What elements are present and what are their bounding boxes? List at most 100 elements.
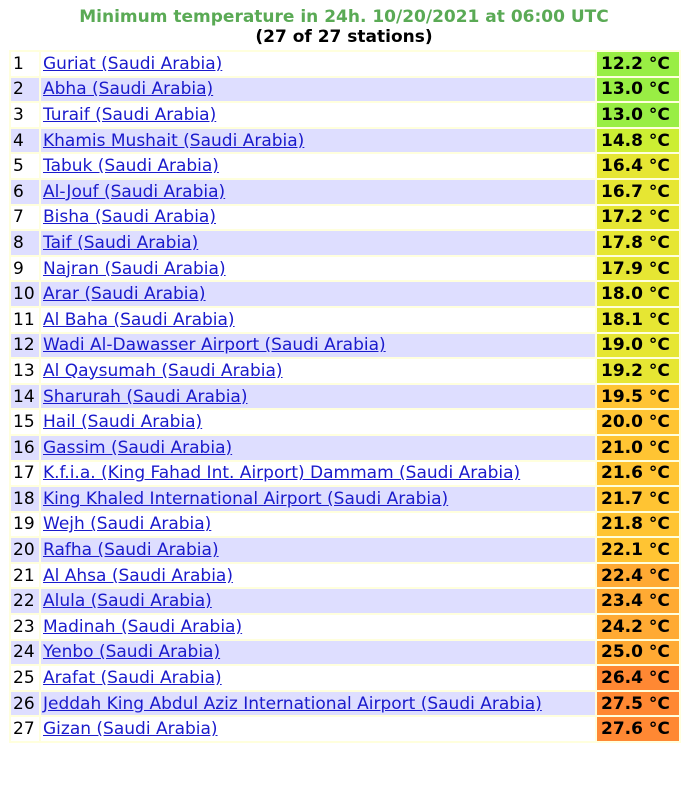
table-row: 25 Arafat (Saudi Arabia) 26.4 °C xyxy=(11,666,679,690)
temperature-value: 13.0 °C xyxy=(597,77,679,102)
temperature-value: 21.8 °C xyxy=(597,512,679,537)
station-cell: Rafha (Saudi Arabia) xyxy=(41,538,595,562)
station-link[interactable]: Al-Jouf (Saudi Arabia) xyxy=(43,181,226,202)
station-cell: Gizan (Saudi Arabia) xyxy=(41,717,595,742)
station-cell: King Khaled International Airport (Saudi… xyxy=(41,487,595,511)
table-row: 15 Hail (Saudi Arabia) 20.0 °C xyxy=(11,410,679,434)
station-cell: Abha (Saudi Arabia) xyxy=(41,77,595,102)
temperature-value: 21.0 °C xyxy=(597,435,679,460)
table-row: 24 Yenbo (Saudi Arabia) 25.0 °C xyxy=(11,640,679,665)
station-link[interactable]: Arafat (Saudi Arabia) xyxy=(43,668,222,689)
temperature-value: 17.9 °C xyxy=(597,256,679,281)
temperature-value: 21.6 °C xyxy=(597,461,679,486)
table-row: 20 Rafha (Saudi Arabia) 22.1 °C xyxy=(11,538,679,562)
rank: 21 xyxy=(11,563,39,588)
temperature-value: 21.7 °C xyxy=(597,487,679,511)
table-row: 12 Wadi Al-Dawasser Airport (Saudi Arabia… xyxy=(11,333,679,358)
station-cell: Jeddah King Abdul Aziz International Air… xyxy=(41,691,595,716)
temperature-value: 27.6 °C xyxy=(597,717,679,742)
temperature-value: 14.8 °C xyxy=(597,128,679,153)
station-cell: Guriat (Saudi Arabia) xyxy=(41,52,595,76)
temperature-value: 27.5 °C xyxy=(597,691,679,716)
table-row: 3 Turaif (Saudi Arabia) 13.0 °C xyxy=(11,103,679,127)
station-link[interactable]: Gizan (Saudi Arabia) xyxy=(43,719,218,740)
table-row: 1 Guriat (Saudi Arabia) 12.2 °C xyxy=(11,52,679,76)
station-link[interactable]: Bisha (Saudi Arabia) xyxy=(43,207,216,228)
table-row: 10 Arar (Saudi Arabia) 18.0 °C xyxy=(11,282,679,306)
station-link[interactable]: Hail (Saudi Arabia) xyxy=(43,412,203,433)
station-link[interactable]: Alula (Saudi Arabia) xyxy=(43,591,212,612)
temperature-value: 19.5 °C xyxy=(597,384,679,409)
station-cell: Al Ahsa (Saudi Arabia) xyxy=(41,563,595,588)
station-link[interactable]: Najran (Saudi Arabia) xyxy=(43,258,226,279)
rank: 18 xyxy=(11,487,39,511)
station-link[interactable]: Abha (Saudi Arabia) xyxy=(43,79,214,100)
temperature-value: 18.0 °C xyxy=(597,282,679,306)
rank: 9 xyxy=(11,256,39,281)
table-row: 19 Wejh (Saudi Arabia) 21.8 °C xyxy=(11,512,679,537)
station-cell: Gassim (Saudi Arabia) xyxy=(41,435,595,460)
station-cell: Al Baha (Saudi Arabia) xyxy=(41,307,595,332)
temperature-value: 24.2 °C xyxy=(597,615,679,639)
station-cell: Bisha (Saudi Arabia) xyxy=(41,205,595,230)
rank: 23 xyxy=(11,615,39,639)
station-link[interactable]: Taif (Saudi Arabia) xyxy=(43,232,199,253)
station-link[interactable]: Al Qaysumah (Saudi Arabia) xyxy=(43,360,283,381)
rank: 4 xyxy=(11,128,39,153)
rank: 3 xyxy=(11,103,39,127)
station-cell: Tabuk (Saudi Arabia) xyxy=(41,154,595,178)
rank: 22 xyxy=(11,589,39,614)
temperature-value: 17.2 °C xyxy=(597,205,679,230)
table-row: 13 Al Qaysumah (Saudi Arabia) 19.2 °C xyxy=(11,359,679,383)
temperature-value: 13.0 °C xyxy=(597,103,679,127)
station-cell: Khamis Mushait (Saudi Arabia) xyxy=(41,128,595,153)
station-cell: Turaif (Saudi Arabia) xyxy=(41,103,595,127)
station-link[interactable]: Wejh (Saudi Arabia) xyxy=(43,514,212,535)
temperature-value: 19.2 °C xyxy=(597,359,679,383)
rank: 11 xyxy=(11,307,39,332)
rank: 1 xyxy=(11,52,39,76)
page-title: Minimum temperature in 24h. 10/20/2021 a… xyxy=(79,7,609,27)
station-link[interactable]: Guriat (Saudi Arabia) xyxy=(43,53,223,74)
station-link[interactable]: Sharurah (Saudi Arabia) xyxy=(43,386,248,407)
station-link[interactable]: Al Baha (Saudi Arabia) xyxy=(43,309,235,330)
station-cell: Al Qaysumah (Saudi Arabia) xyxy=(41,359,595,383)
station-link[interactable]: Yenbo (Saudi Arabia) xyxy=(43,642,221,663)
temperature-value: 16.4 °C xyxy=(597,154,679,178)
station-cell: Najran (Saudi Arabia) xyxy=(41,256,595,281)
rank: 24 xyxy=(11,640,39,665)
station-link[interactable]: King Khaled International Airport (Saudi… xyxy=(43,488,449,509)
rank: 19 xyxy=(11,512,39,537)
station-link[interactable]: Madinah (Saudi Arabia) xyxy=(43,616,243,637)
table-row: 11 Al Baha (Saudi Arabia) 18.1 °C xyxy=(11,307,679,332)
station-count: (27 of 27 stations) xyxy=(255,27,433,47)
station-link[interactable]: Arar (Saudi Arabia) xyxy=(43,284,206,305)
station-link[interactable]: Gassim (Saudi Arabia) xyxy=(43,437,233,458)
table-row: 23 Madinah (Saudi Arabia) 24.2 °C xyxy=(11,615,679,639)
station-link[interactable]: Turaif (Saudi Arabia) xyxy=(43,104,217,125)
rank: 12 xyxy=(11,333,39,358)
rank: 14 xyxy=(11,384,39,409)
temperature-value: 19.0 °C xyxy=(597,333,679,358)
temperature-value: 20.0 °C xyxy=(597,410,679,434)
station-link[interactable]: Wadi Al-Dawasser Airport (Saudi Arabia) xyxy=(43,335,386,356)
rank: 6 xyxy=(11,179,39,204)
station-link[interactable]: Khamis Mushait (Saudi Arabia) xyxy=(43,130,305,151)
station-cell: Al-Jouf (Saudi Arabia) xyxy=(41,179,595,204)
temperature-value: 18.1 °C xyxy=(597,307,679,332)
table-row: 9 Najran (Saudi Arabia) 17.9 °C xyxy=(11,256,679,281)
table-row: 4 Khamis Mushait (Saudi Arabia) 14.8 °C xyxy=(11,128,679,153)
temperature-value: 25.0 °C xyxy=(597,640,679,665)
station-cell: Yenbo (Saudi Arabia) xyxy=(41,640,595,665)
rank: 2 xyxy=(11,77,39,102)
station-link[interactable]: Jeddah King Abdul Aziz International Air… xyxy=(43,693,542,714)
station-link[interactable]: K.f.i.a. (King Fahad Int. Airport) Damma… xyxy=(43,463,521,484)
rank: 20 xyxy=(11,538,39,562)
station-link[interactable]: Al Ahsa (Saudi Arabia) xyxy=(43,565,233,586)
table-row: 5 Tabuk (Saudi Arabia) 16.4 °C xyxy=(11,154,679,178)
station-link[interactable]: Tabuk (Saudi Arabia) xyxy=(43,156,219,177)
table-row: 27 Gizan (Saudi Arabia) 27.6 °C xyxy=(11,717,679,742)
rank: 5 xyxy=(11,154,39,178)
table-row: 2 Abha (Saudi Arabia) 13.0 °C xyxy=(11,77,679,102)
station-link[interactable]: Rafha (Saudi Arabia) xyxy=(43,540,219,561)
